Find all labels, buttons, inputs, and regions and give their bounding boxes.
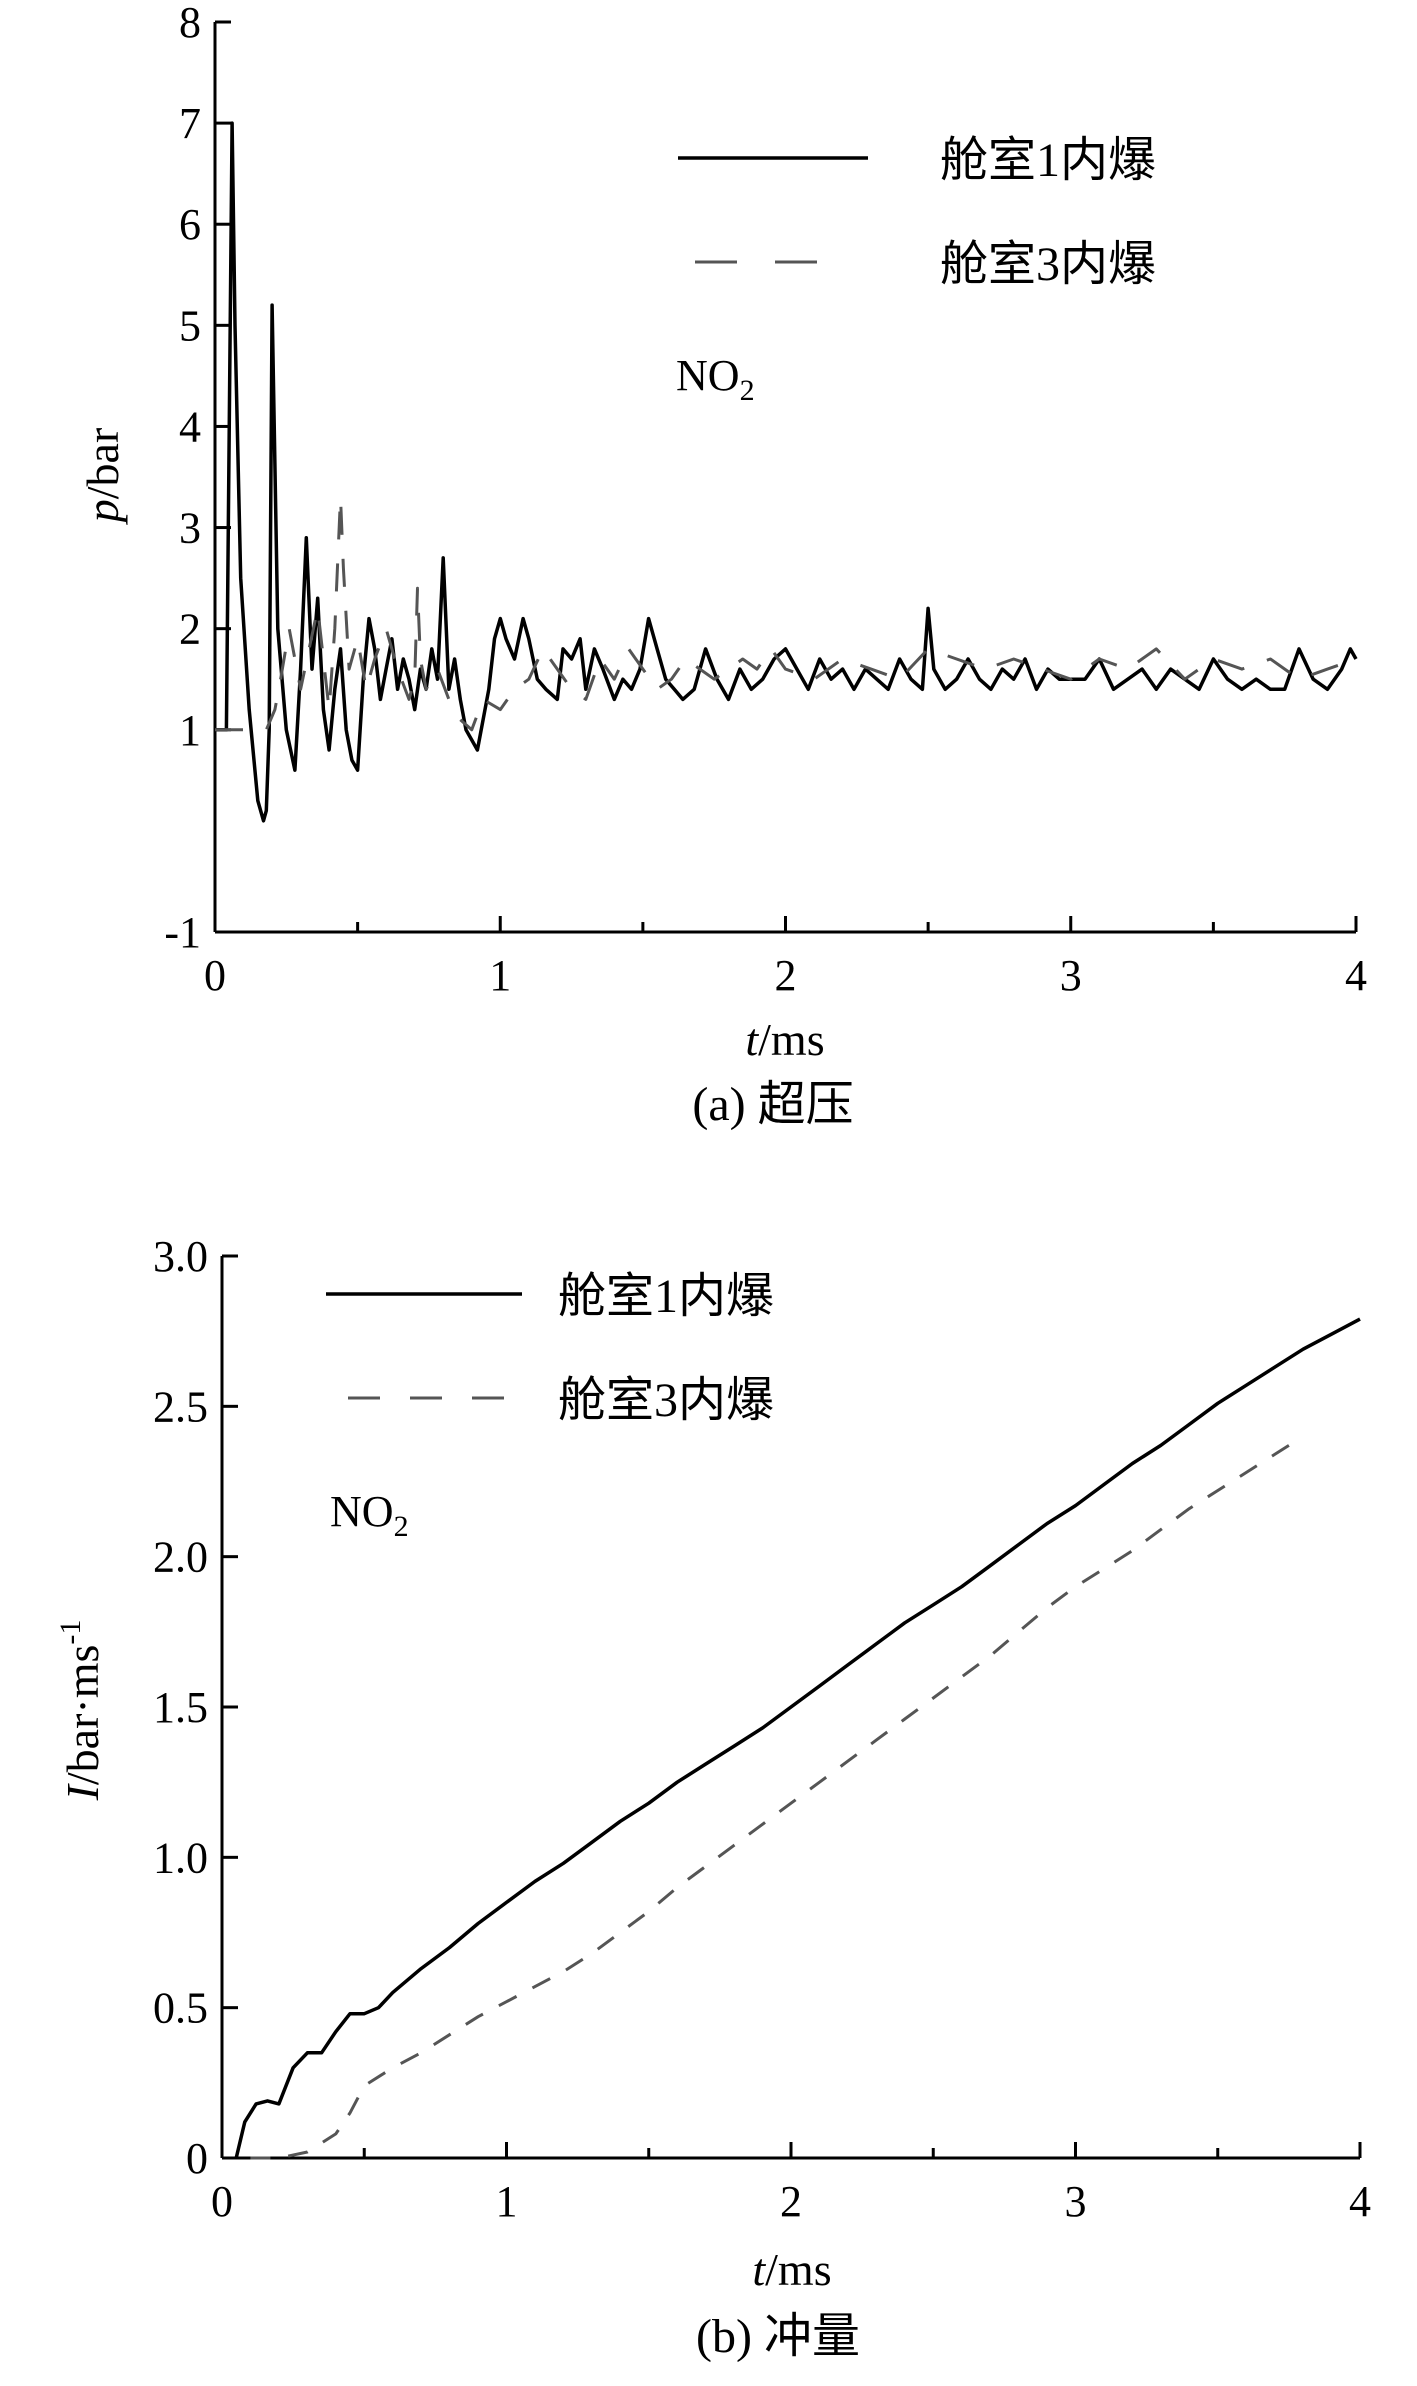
chart-b-x-tick-labels: 0 1 2 3 4 [211,2177,1371,2226]
chart-a-x-axis-unit: /ms [758,1014,824,1065]
chart-a-x-tick-label: 3 [1060,951,1082,1000]
chart-a-series-chamber3-line [215,497,1356,730]
chart-b-y-tick-label: 0 [186,2134,208,2183]
chart-a-y-tick-label: 7 [179,99,201,148]
chart-b-x-axis-title: t/ms [752,2244,831,2295]
chart-b-x-tick-label: 1 [496,2177,518,2226]
chart-a-y-axis-symbol: p [77,499,128,525]
chart-b-x-tick-label: 4 [1349,2177,1371,2226]
chart-b-series [236,1319,1360,2158]
chart-a-y-tick-label: 3 [179,504,201,553]
chart-a-x-tick-label: 4 [1345,951,1367,1000]
chart-a-legend-label-chamber3: 舱室3内爆 [940,238,1156,291]
chart-a-y-tick-label: 2 [179,605,201,654]
chart-a-x-tick-label: 0 [204,951,226,1000]
chart-a-y-axis-title: p/bar [77,428,128,526]
chart-b-annotation-sub: 2 [394,1510,409,1543]
chart-b-y-tick-label: 1.0 [153,1833,208,1882]
chart-a-y-tick-labels: -1 1 2 3 4 5 6 7 8 [164,0,201,957]
chart-b-caption: (b) 冲量 [696,2310,860,2363]
chart-b-y-axis-sup: -1 [54,1620,87,1645]
chart-b-series-chamber3-line [250,1436,1303,2158]
chart-a-annotation-base: NO [676,351,740,400]
chart-a-x-axis-title: t/ms [745,1014,824,1065]
chart-a-caption: (a) 超压 [692,1078,853,1131]
chart-b-y-tick-label: 3.0 [153,1232,208,1281]
chart-b-x-tick-label: 0 [211,2177,233,2226]
chart-b-y-tick-label: 0.5 [153,1984,208,2033]
chart-b-legend-label-chamber1: 舱室1内爆 [558,1270,774,1323]
chart-a-y-tick-label: 8 [179,0,201,47]
chart-a-y-axis-unit: /bar [77,428,128,500]
chart-b-y-axis-unit: /bar·ms [57,1645,108,1786]
chart-a-annotation-sub: 2 [740,374,755,407]
chart-a-y-tick-label: 6 [179,200,201,249]
chart-a-annotation: NO2 [676,351,755,407]
chart-a-x-tick-label: 2 [775,951,797,1000]
chart-b-impulse: 0 1 2 3 4 0 0.5 1.0 1.5 2.0 2.5 3.0 舱室1内爆 舱室3内爆 NO… [54,1232,1371,2363]
chart-a-y-tick-label: 5 [179,301,201,350]
figure: 01234 -112345678 舱室1内爆 舱室3内爆 NO2 t/ms p/… [0,0,1417,2386]
chart-b-annotation-base: NO [330,1487,394,1536]
chart-a-series-chamber1-line [215,123,1356,821]
chart-a-x-tick-labels: 0 1 2 3 4 [204,951,1367,1000]
chart-b-series-chamber1-line [236,1319,1360,2158]
chart-a-y-tick-label: -1 [164,908,201,957]
chart-b-x-axis-unit: /ms [765,2244,831,2295]
chart-b-y-tick-label: 2.5 [153,1382,208,1431]
chart-b-y-axis-title: I/bar·ms-1 [54,1620,108,1802]
chart-b-legend-label-chamber3: 舱室3内爆 [558,1374,774,1427]
chart-b-y-tick-label: 2.0 [153,1533,208,1582]
chart-a-series [215,123,1356,821]
chart-b-x-tick-label: 3 [1065,2177,1087,2226]
chart-b-y-tick-label: 1.5 [153,1683,208,1732]
chart-a-x-tick-label: 1 [489,951,511,1000]
chart-b-x-tick-label: 2 [780,2177,802,2226]
chart-b-annotation: NO2 [330,1487,409,1543]
chart-a-y-tick-label: 1 [179,706,201,755]
chart-a-y-tick-label: 4 [179,402,201,451]
chart-a-legend-label-chamber1: 舱室1内爆 [940,134,1156,187]
chart-b-y-tick-labels: 0 0.5 1.0 1.5 2.0 2.5 3.0 [153,1232,208,2183]
